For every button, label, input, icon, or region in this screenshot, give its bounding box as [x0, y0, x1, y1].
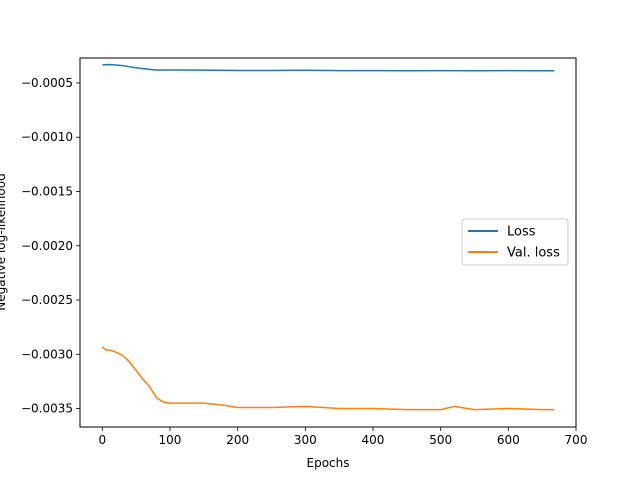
plot-area — [101, 63, 555, 411]
x-tick-label: 200 — [226, 433, 249, 447]
axes-frame — [79, 57, 577, 428]
legend-label-val-loss: Val. loss — [507, 246, 560, 261]
series-line-loss — [102, 63, 555, 72]
series-line-val-loss — [101, 346, 555, 411]
legend: Loss Val. loss — [461, 218, 569, 266]
y-tick-label: −0.0020 — [21, 239, 73, 253]
legend-label-loss: Loss — [507, 225, 536, 240]
x-tick-label: 0 — [99, 433, 107, 447]
x-tick-label: 700 — [565, 433, 588, 447]
y-tick-label: −0.0035 — [21, 402, 73, 416]
x-tick-label: 500 — [429, 433, 452, 447]
y-tick-label: −0.0030 — [21, 347, 73, 361]
x-tick-label: 400 — [362, 433, 385, 447]
x-tick-label: 100 — [159, 433, 182, 447]
y-axis: −0.0005 −0.0010 −0.0015 −0.0020 −0.0025 −0.00… — [21, 76, 80, 416]
x-axis-label: Epochs — [307, 456, 350, 470]
y-tick-label: −0.0005 — [21, 76, 73, 90]
y-tick-label: −0.0010 — [21, 130, 73, 144]
x-tick-label: 600 — [497, 433, 520, 447]
x-axis: 0 100 200 300 400 500 600 700 — [99, 427, 588, 447]
x-tick-label: 300 — [294, 433, 317, 447]
y-tick-label: −0.0025 — [21, 293, 73, 307]
y-tick-label: −0.0015 — [21, 184, 73, 198]
y-axis-label: Negative log-likelihood — [0, 173, 8, 310]
